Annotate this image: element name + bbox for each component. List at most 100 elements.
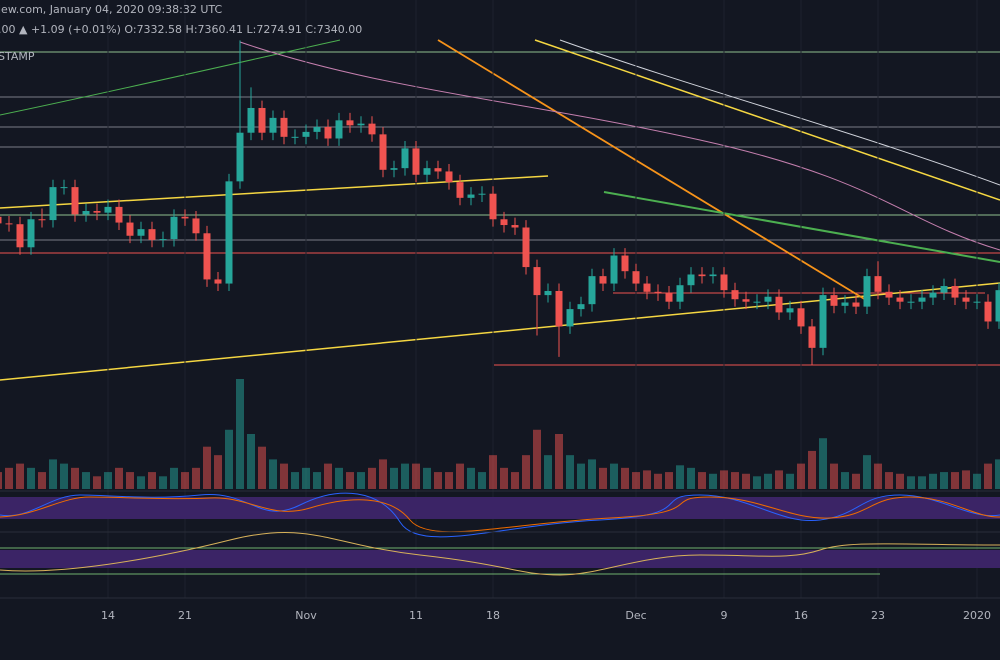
candle-body — [280, 117, 288, 137]
candle-body — [709, 274, 717, 277]
volume-bar — [500, 467, 508, 489]
volume-bar — [247, 434, 255, 489]
volume-bar — [456, 463, 464, 489]
volume-bar — [665, 472, 673, 489]
candle-body — [797, 308, 805, 327]
volume-bar — [511, 472, 519, 489]
volume-bar — [654, 473, 662, 489]
candle-body — [896, 297, 904, 302]
moving-average — [559, 39, 1000, 186]
candle-body — [654, 291, 662, 294]
candle-body — [610, 255, 618, 284]
volume-bar — [148, 472, 156, 489]
candle-body — [27, 219, 35, 248]
candle-body — [500, 219, 508, 226]
volume-bar — [401, 463, 409, 489]
candle-body — [522, 227, 530, 268]
candle-body — [808, 326, 816, 348]
volume-bar — [643, 470, 651, 489]
volume-bar — [423, 467, 431, 489]
candle-body — [71, 187, 79, 215]
exchange: STAMP — [0, 50, 35, 63]
volume-bar — [962, 470, 970, 489]
volume-bar — [621, 467, 629, 489]
volume-bar — [478, 472, 486, 489]
candle-body — [533, 267, 541, 296]
volume-bar — [918, 476, 926, 489]
candle-body — [643, 283, 651, 292]
candle-body — [478, 193, 486, 195]
candle-body — [104, 206, 112, 213]
volume-bar — [819, 438, 827, 489]
volume-bar — [984, 463, 992, 489]
x-tick-label: 21 — [178, 609, 192, 622]
stoch-band — [0, 497, 1000, 519]
volume-bar — [302, 467, 310, 489]
candle-body — [434, 168, 442, 172]
candle-body — [412, 148, 420, 175]
volume-bar — [852, 473, 860, 489]
candle-body — [852, 302, 860, 307]
candle-body — [555, 290, 563, 327]
volume-bar — [357, 472, 365, 489]
candle-body — [874, 276, 882, 292]
volume-bar — [324, 463, 332, 489]
volume-bar — [192, 467, 200, 489]
volume-bar — [676, 465, 684, 489]
volume-bar — [632, 472, 640, 489]
candle-body — [885, 291, 893, 298]
volume-bar — [38, 472, 46, 489]
volume-bar — [808, 450, 816, 489]
candle-body — [588, 276, 596, 305]
candle-body — [676, 285, 684, 302]
candle-body — [60, 187, 68, 189]
candle-body — [753, 301, 761, 303]
candle-body — [137, 229, 145, 236]
volume-bar — [940, 472, 948, 489]
volume-bar — [170, 467, 178, 489]
volume-bar — [434, 472, 442, 489]
volume-bar — [830, 463, 838, 489]
volume-bar — [412, 463, 420, 489]
candle-body — [995, 290, 1000, 322]
candle-body — [49, 187, 57, 221]
volume-bar — [775, 470, 783, 489]
volume-bar — [764, 473, 772, 489]
candle-body — [5, 223, 13, 225]
volume-bar — [181, 472, 189, 489]
volume-bar — [126, 472, 134, 489]
candle-body — [313, 126, 321, 132]
candle-body — [863, 276, 871, 307]
candle-body — [830, 295, 838, 306]
rsi-line — [0, 531, 1000, 576]
volume-bar — [269, 459, 277, 489]
volume-bar — [995, 459, 1000, 489]
volume-bar — [203, 446, 211, 489]
volume-bar — [951, 472, 959, 489]
candle-body — [192, 218, 200, 234]
volume-bar — [797, 463, 805, 489]
quote: .00 ▲ +1.09 (+0.01%) O:7332.58 H:7360.41… — [0, 23, 362, 36]
trend-line — [534, 39, 1000, 201]
candle-body — [203, 233, 211, 280]
volume-bar — [445, 472, 453, 489]
stoch-d — [0, 496, 1000, 533]
volume-bar — [291, 472, 299, 489]
candle-body — [786, 308, 794, 313]
candle-body — [489, 193, 497, 220]
candle-body — [390, 168, 398, 170]
volume-bar — [599, 467, 607, 489]
x-axis: 14 21 Nov 11 18 Dec 9 16 23 2020 — [101, 0, 991, 622]
candle-body — [159, 239, 167, 241]
volume-bar — [214, 455, 222, 489]
volume-bar — [544, 455, 552, 489]
volume-bar — [137, 476, 145, 489]
volume-bar — [687, 467, 695, 489]
volume-bar — [610, 463, 618, 489]
volume-bar — [731, 472, 739, 489]
volume-bar — [346, 472, 354, 489]
candle-body — [775, 296, 783, 313]
candle-body — [16, 224, 24, 248]
volume-bar — [225, 429, 233, 489]
candle-body — [687, 274, 695, 286]
